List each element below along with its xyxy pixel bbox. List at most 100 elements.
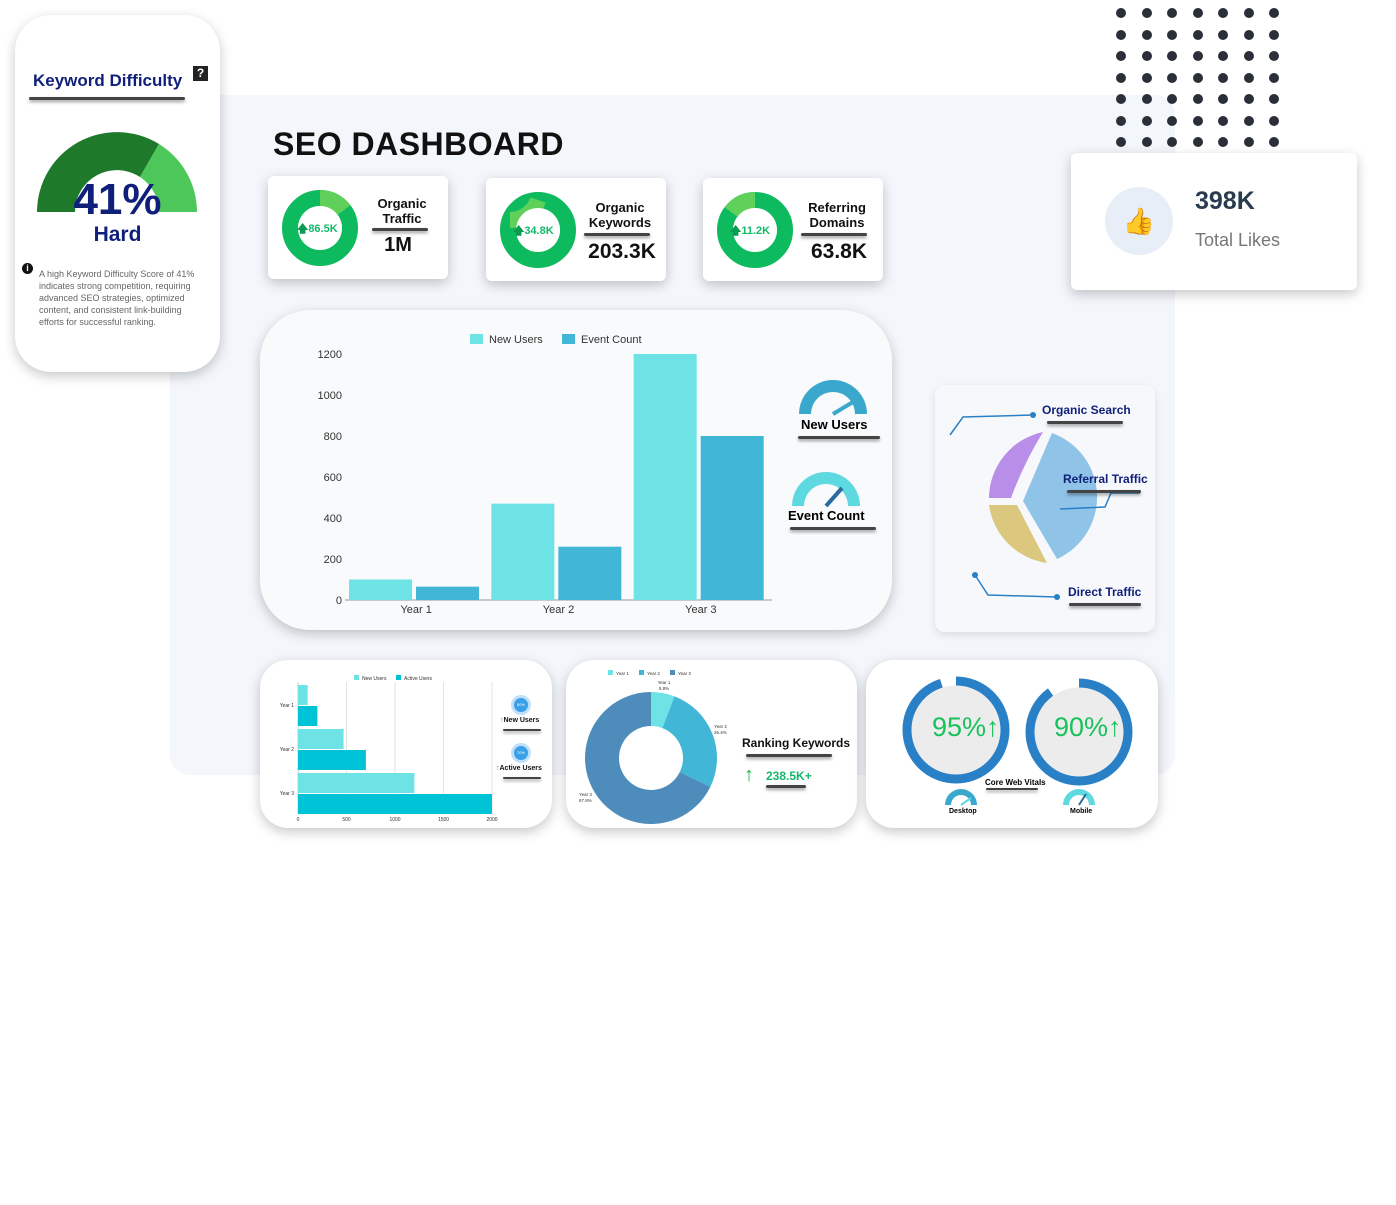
- kpi-change: 🡅11.2K: [730, 222, 770, 241]
- dot: [1167, 94, 1177, 104]
- legend-label: Year 2: [647, 671, 660, 676]
- hbar-new-users: [298, 773, 415, 793]
- underline: [746, 754, 832, 757]
- dot: [1192, 72, 1203, 83]
- y-tick-label: Year 1: [280, 703, 294, 709]
- legend-label: Year 3: [678, 671, 691, 676]
- up-arrow-icon: ↑: [744, 764, 754, 786]
- x-tick-label: 500: [342, 817, 351, 823]
- mobile-label: Mobile: [1070, 808, 1093, 815]
- core-web-vitals-card: 95%↑ 90%↑ Core Web Vitals Desktop Mobile: [866, 660, 1158, 828]
- pie-label-referral-traffic: Referral Traffic: [1063, 472, 1148, 486]
- dot: [1116, 115, 1126, 126]
- kd-description: A high Keyword Difficulty Score of 41% i…: [39, 269, 195, 327]
- x-tick-label: Year 1: [400, 604, 431, 616]
- dot: [1192, 51, 1203, 61]
- ranking-title: Ranking Keywords: [742, 736, 851, 750]
- x-tick-label: 1500: [438, 817, 449, 823]
- y-tick-label: 200: [324, 554, 342, 566]
- dot: [1192, 94, 1203, 104]
- kpi-label-line2: Traffic: [382, 211, 422, 226]
- desktop-label: Desktop: [949, 808, 977, 815]
- dot: [1116, 94, 1126, 104]
- x-tick-label: 0: [297, 817, 300, 823]
- users-events-chart-card: 0 200 400 600 800 1000 1200 Year 1 Year 2 Year 3 N…: [260, 310, 892, 630]
- underline: [986, 788, 1038, 790]
- donut-slice-1: [651, 692, 675, 729]
- x-tick-label: Year 3: [685, 604, 716, 616]
- dot: [1141, 115, 1152, 126]
- dot: [1269, 29, 1279, 40]
- kpi-label: Organic Keywords: [584, 200, 656, 230]
- bar-chart: 0 200 400 600 800 1000 1200 Year 1 Year 2 Year 3 N…: [318, 334, 772, 616]
- mobile-gauge-icon: [1063, 789, 1095, 806]
- dot: [1167, 137, 1177, 147]
- event-count-gauge-icon: [792, 472, 860, 508]
- dot: [1167, 115, 1177, 126]
- dot: [1269, 137, 1279, 147]
- kpi-label: Referring Domains: [801, 200, 873, 230]
- kd-underline: [29, 97, 185, 100]
- kpi-change-value: 86.5K: [308, 223, 338, 235]
- dot: [1192, 8, 1203, 18]
- underline: [790, 527, 876, 530]
- donut-chart: Year 15.8%Year 226.4%Year 367.8%Year 1 Ye…: [579, 670, 727, 824]
- total-likes-card: 👍 398K Total Likes: [1071, 153, 1357, 290]
- dot: [1243, 115, 1254, 126]
- kpi-label-line1: Organic: [595, 200, 645, 215]
- dot: [1218, 8, 1228, 18]
- kpi-label-line2: Keywords: [588, 215, 652, 230]
- underline: [801, 233, 867, 236]
- dot: [1243, 94, 1254, 104]
- y-tick-label: 0: [336, 595, 342, 607]
- dot: [1141, 94, 1152, 104]
- traffic-sources-card: Organic Search Referral Traffic Direct T…: [935, 385, 1155, 632]
- vitals-title: Core Web Vitals: [985, 778, 1046, 787]
- dot: [1167, 72, 1177, 83]
- ring-face: [908, 682, 1004, 778]
- legend-label: New Users: [362, 676, 387, 682]
- desktop-value: 95%: [932, 712, 987, 742]
- keyword-difficulty-card: Keyword Difficulty ? 41% Hard i A high K…: [15, 15, 220, 372]
- dot: [1116, 29, 1126, 40]
- up-arrow-icon: ↑: [986, 712, 1000, 742]
- dot: [1218, 51, 1228, 61]
- mobile-score: 90%↑: [1054, 712, 1122, 743]
- kpi-label-line2: Domains: [809, 215, 865, 230]
- hbar-active-users: [298, 706, 318, 726]
- kpi-card: 🡅34.8K Organic Keywords 203.3K: [486, 178, 666, 281]
- underline: [584, 233, 650, 236]
- up-arrow-icon: 🡅: [297, 223, 309, 235]
- vitals-rings: [902, 676, 1133, 786]
- ranking-value: 238.5K+: [766, 769, 812, 783]
- badge-ring: 60%: [511, 695, 531, 715]
- dot: [1116, 72, 1126, 83]
- x-tick-label: 2000: [486, 817, 497, 823]
- legend-swatch: [639, 670, 644, 675]
- dot: [1116, 137, 1126, 147]
- badge-ring: 70%: [511, 743, 531, 763]
- legend-label: Year 1: [616, 671, 629, 676]
- legend-swatch: [562, 334, 575, 344]
- legend-label: Active Users: [404, 676, 433, 682]
- dot: [1269, 115, 1279, 126]
- y-tick-label: 800: [324, 431, 342, 443]
- dot: [1218, 72, 1228, 83]
- underline: [1067, 490, 1141, 493]
- dot: [1167, 8, 1177, 18]
- dot: [1141, 72, 1152, 83]
- up-arrow-icon: ↑: [500, 717, 504, 724]
- question-icon[interactable]: ?: [193, 66, 208, 81]
- kd-title: Keyword Difficulty: [33, 71, 183, 90]
- legend-label: Event Count: [581, 334, 642, 346]
- dot: [1269, 51, 1279, 61]
- bar-new-users: [349, 579, 412, 600]
- slice-value: 26.4%: [714, 730, 727, 735]
- kpi-ring: [717, 192, 793, 268]
- kd-gauge: [37, 132, 197, 212]
- slice-value: 67.8%: [579, 798, 592, 803]
- donut-slice-3: [585, 692, 711, 824]
- x-tick-label: 1000: [389, 817, 400, 823]
- dot: [1218, 29, 1228, 40]
- bar-new-users: [491, 503, 555, 600]
